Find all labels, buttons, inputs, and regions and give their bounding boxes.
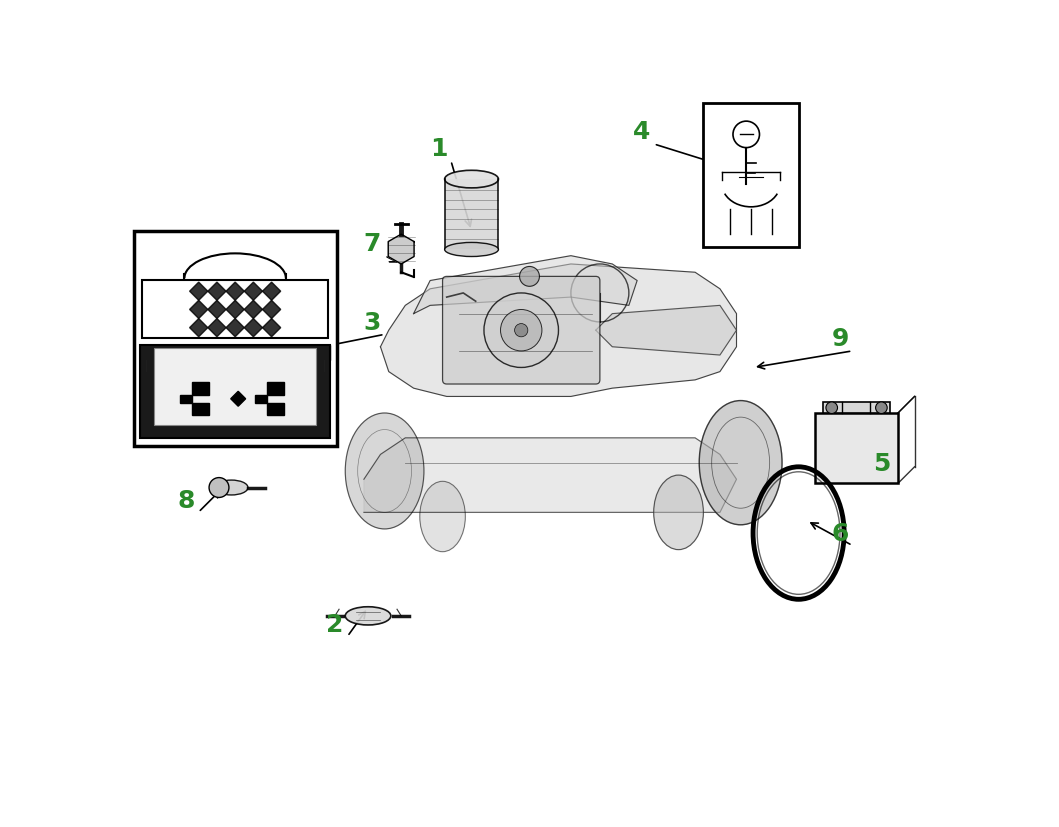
Text: 8: 8 (177, 489, 195, 512)
Polygon shape (193, 404, 209, 416)
Ellipse shape (215, 480, 248, 495)
Bar (133, 232, 337, 447)
Bar (824, 403, 890, 414)
Bar (703, 103, 798, 248)
Circle shape (515, 324, 527, 337)
Text: 1: 1 (430, 137, 447, 160)
Polygon shape (226, 283, 245, 301)
Text: 3: 3 (363, 311, 381, 334)
Ellipse shape (699, 401, 782, 525)
Text: 9: 9 (831, 327, 848, 351)
Text: 4: 4 (632, 121, 650, 144)
Ellipse shape (419, 481, 465, 552)
Polygon shape (380, 265, 736, 397)
Polygon shape (596, 306, 736, 356)
Polygon shape (245, 301, 263, 319)
Ellipse shape (445, 243, 499, 257)
Circle shape (826, 403, 838, 414)
Polygon shape (389, 235, 414, 265)
Bar (141, 346, 330, 361)
Polygon shape (245, 319, 263, 337)
Bar (445, 179, 499, 250)
Bar (815, 414, 898, 484)
Text: 6: 6 (831, 522, 848, 545)
Polygon shape (208, 283, 226, 301)
Text: 2: 2 (326, 613, 343, 636)
Polygon shape (190, 319, 208, 337)
Ellipse shape (345, 414, 424, 529)
Circle shape (209, 478, 229, 498)
Circle shape (484, 294, 558, 368)
Polygon shape (190, 301, 208, 319)
Circle shape (520, 267, 539, 287)
Polygon shape (364, 438, 736, 513)
Text: 5: 5 (873, 452, 890, 475)
Circle shape (501, 310, 542, 351)
Text: 7: 7 (363, 232, 381, 256)
Polygon shape (226, 319, 245, 337)
Polygon shape (226, 301, 245, 319)
Polygon shape (208, 319, 226, 337)
Ellipse shape (345, 607, 391, 625)
Bar (142, 281, 328, 339)
Bar (155, 348, 316, 426)
Polygon shape (208, 301, 226, 319)
FancyBboxPatch shape (443, 277, 599, 385)
Polygon shape (263, 283, 281, 301)
Polygon shape (268, 404, 284, 416)
Ellipse shape (653, 476, 703, 550)
Polygon shape (231, 392, 246, 407)
Polygon shape (263, 301, 281, 319)
Circle shape (876, 403, 887, 414)
Polygon shape (190, 283, 208, 301)
Polygon shape (414, 256, 638, 314)
Polygon shape (245, 283, 263, 301)
Polygon shape (263, 319, 281, 337)
Polygon shape (180, 383, 209, 404)
Polygon shape (255, 383, 284, 404)
Bar (141, 346, 330, 438)
Ellipse shape (445, 171, 499, 189)
